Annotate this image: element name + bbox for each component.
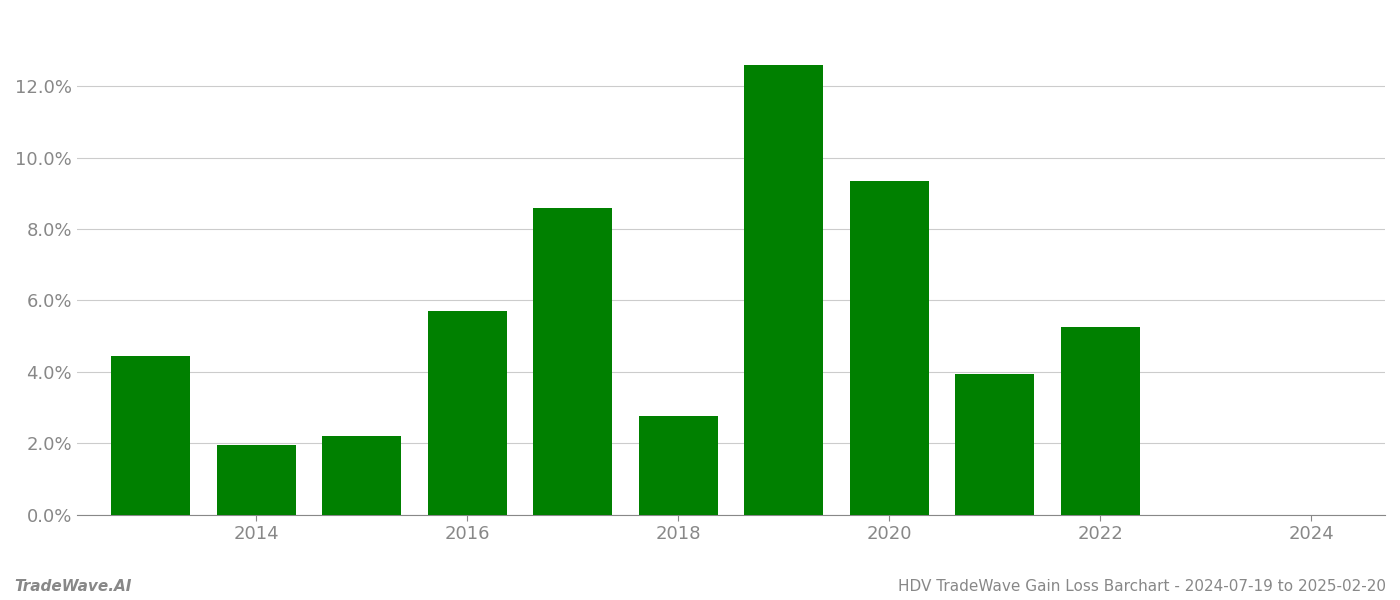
Bar [217, 445, 295, 515]
Text: HDV TradeWave Gain Loss Barchart - 2024-07-19 to 2025-02-20: HDV TradeWave Gain Loss Barchart - 2024-… [897, 579, 1386, 594]
Bar [322, 436, 402, 515]
Bar [111, 356, 190, 515]
Bar [638, 416, 718, 515]
Text: TradeWave.AI: TradeWave.AI [14, 579, 132, 594]
Bar [427, 311, 507, 515]
Bar [955, 374, 1035, 515]
Bar [533, 208, 612, 515]
Bar [850, 181, 928, 515]
Bar [1061, 327, 1140, 515]
Bar [745, 65, 823, 515]
